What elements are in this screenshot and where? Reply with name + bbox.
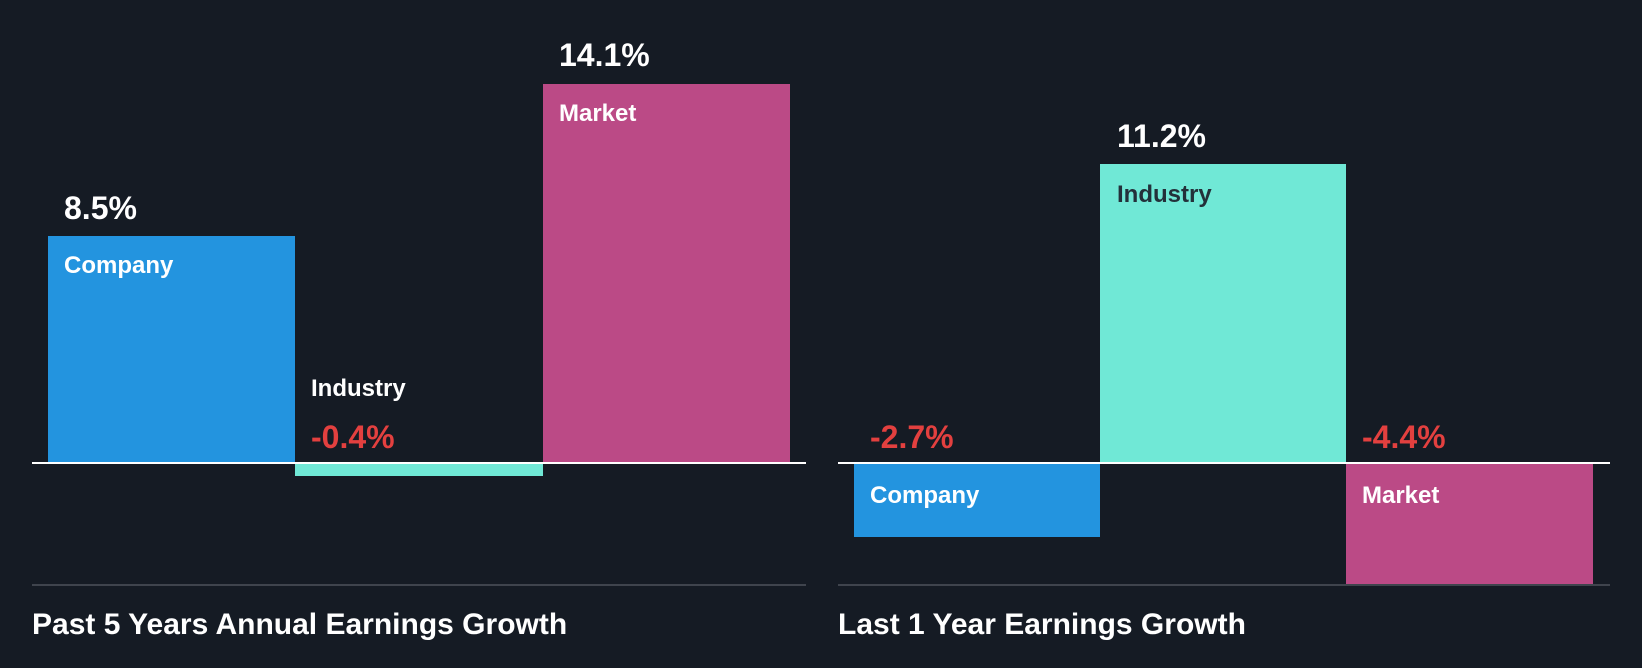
zero-axis-5y — [32, 462, 806, 464]
zero-axis-1y — [838, 462, 1610, 464]
label-market-1y: Market — [1362, 482, 1440, 509]
bar-market-5y — [543, 84, 790, 463]
bar-company-5y — [48, 236, 295, 463]
floor-line-1y — [838, 584, 1610, 586]
bar-market-1y — [1346, 463, 1593, 584]
label-market-5y: Market — [559, 100, 637, 127]
value-market-5y: 14.1% — [559, 37, 650, 73]
label-industry-5y: Industry — [311, 375, 406, 402]
label-company-1y: Company — [870, 482, 980, 509]
chart-title-1y: Last 1 Year Earnings Growth — [838, 608, 1246, 641]
bar-company-1y — [854, 463, 1100, 537]
bar-industry-1y — [1100, 164, 1346, 463]
bar-industry-5y — [295, 463, 543, 476]
chart-title-5y: Past 5 Years Annual Earnings Growth — [32, 608, 568, 641]
label-industry-1y: Industry — [1117, 181, 1212, 208]
value-industry-1y: 11.2% — [1117, 118, 1206, 154]
value-company-1y: -2.7% — [870, 419, 954, 455]
value-industry-5y: -0.4% — [311, 419, 395, 455]
floor-line-5y — [32, 584, 806, 586]
value-company-5y: 8.5% — [64, 190, 137, 226]
label-company-5y: Company — [64, 252, 174, 279]
value-market-1y: -4.4% — [1362, 419, 1446, 455]
